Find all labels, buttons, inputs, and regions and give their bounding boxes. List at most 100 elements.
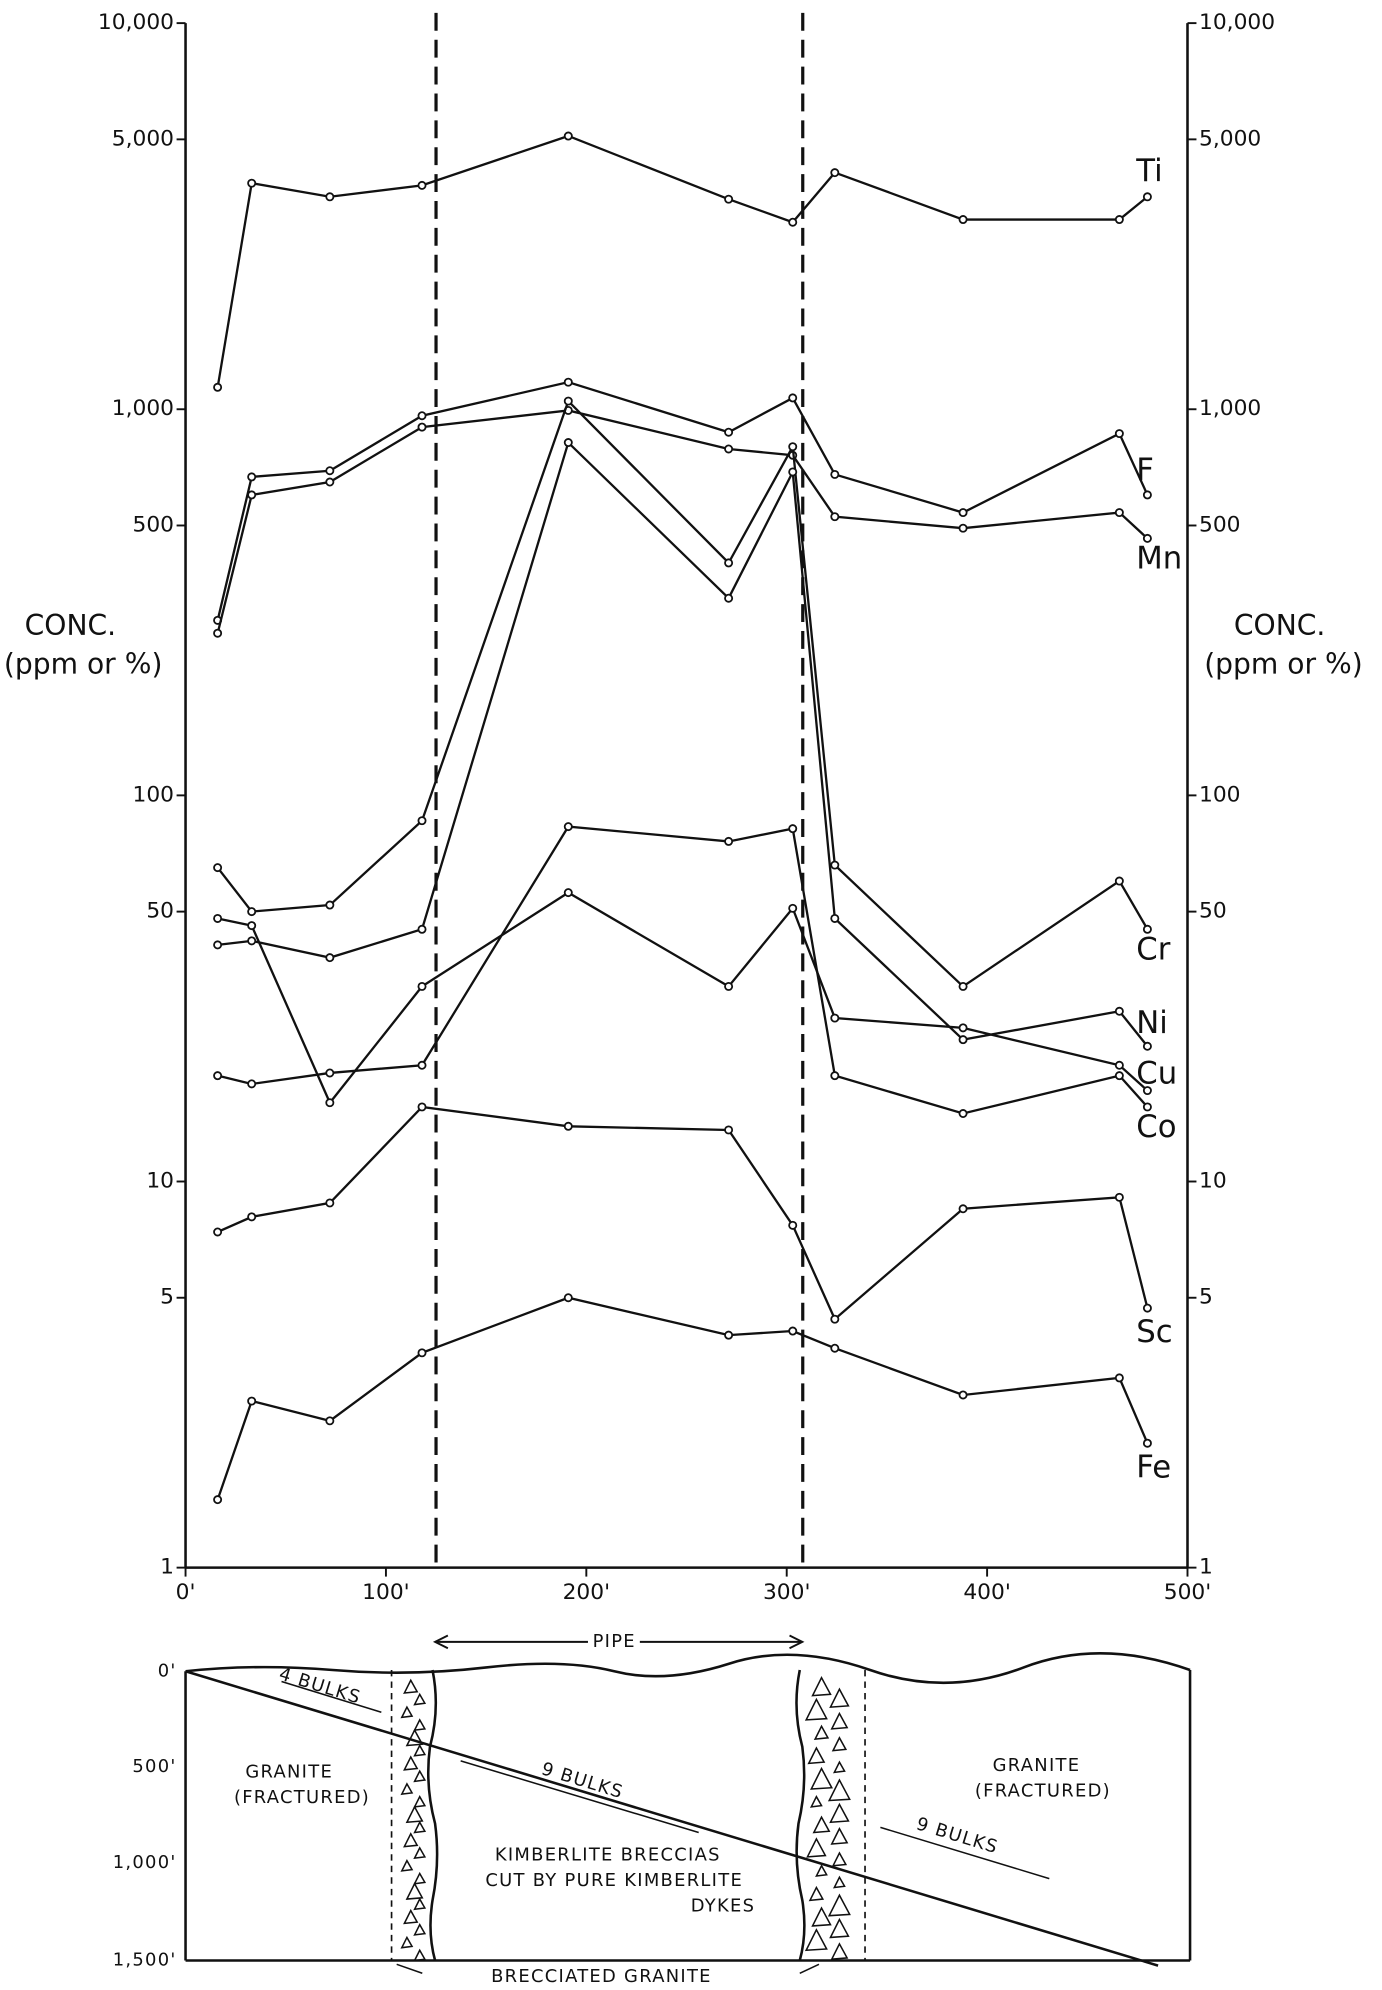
pipe-label: PIPE (593, 1631, 636, 1652)
data-point (247, 921, 257, 931)
data-point (1114, 215, 1124, 224)
pipe-contact (426, 1669, 439, 1961)
data-point (417, 1348, 427, 1358)
fragment (806, 1837, 827, 1858)
data-point (724, 981, 734, 991)
data-point (958, 1204, 968, 1214)
data-point (724, 194, 734, 204)
fragment (811, 1676, 832, 1697)
data-point (788, 393, 798, 403)
surface (185, 1652, 1191, 1685)
data-point (325, 1098, 335, 1108)
fragment (400, 1859, 414, 1872)
pipe-contact (795, 1669, 806, 1961)
data-point (1114, 1373, 1124, 1383)
y-tick-label: 1 (160, 1555, 174, 1580)
data-point (213, 1071, 223, 1081)
data-point (325, 466, 335, 476)
data-point (563, 131, 573, 141)
data-point (1142, 490, 1152, 500)
arrowhead (432, 1634, 805, 1650)
data-point (417, 1060, 427, 1070)
data-point (724, 1125, 734, 1135)
data-point (958, 1023, 968, 1033)
rock-label: DYKES (691, 1896, 756, 1917)
fragment (829, 1917, 850, 1939)
y2-tick-label: 5,000 (1199, 126, 1261, 151)
fragment (830, 1711, 849, 1730)
data-point (830, 1013, 840, 1023)
fragment (811, 1906, 832, 1927)
series-label: Cr (1136, 932, 1170, 968)
fragment (400, 1705, 414, 1719)
x-tick-label: 200' (563, 1580, 611, 1605)
data-point (1142, 192, 1152, 202)
depth-label: 1,500' (113, 1949, 177, 1970)
data-point (830, 860, 840, 870)
data-point (417, 981, 427, 991)
fragment (403, 1908, 419, 1925)
x-tick-label: 400' (963, 1580, 1011, 1605)
data-point (830, 913, 840, 923)
fragment (405, 1805, 424, 1824)
data-point (213, 863, 223, 873)
data-point (724, 444, 734, 454)
depth-label: 500' (132, 1756, 176, 1777)
series-label: Sc (1136, 1314, 1172, 1350)
data-point (417, 816, 427, 826)
data-point (1114, 876, 1124, 886)
data-point (325, 192, 335, 202)
fragment (813, 1724, 830, 1741)
data-point (1142, 1041, 1152, 1051)
bulk-arrow (460, 1760, 699, 1834)
data-point (830, 1343, 840, 1353)
rock-label: (FRACTURED) (975, 1781, 1111, 1802)
data-point (1114, 1192, 1124, 1202)
data-point (213, 1495, 223, 1505)
fragment (413, 1795, 427, 1808)
y2-tick-label: 100 (1199, 782, 1241, 807)
fragment (413, 1846, 427, 1860)
data-point (247, 907, 257, 917)
data-point (247, 490, 257, 500)
data-point (1142, 1102, 1152, 1112)
fragment (832, 1760, 846, 1774)
data-point (1114, 1006, 1124, 1016)
y2-tick-label: 10 (1199, 1169, 1227, 1194)
series-label: Fe (1136, 1449, 1171, 1485)
data-point (788, 903, 798, 913)
fragment (413, 1897, 427, 1911)
rock-label: (FRACTURED) (234, 1787, 370, 1808)
data-point (563, 822, 573, 832)
data-point (325, 1416, 335, 1426)
fragment (827, 1778, 851, 1802)
data-point (563, 1121, 573, 1131)
series-label: Cu (1136, 1056, 1177, 1092)
data-point (563, 1293, 573, 1303)
data-point (788, 442, 798, 452)
x-tick-label: 500' (1164, 1580, 1212, 1605)
fragment (405, 1728, 424, 1747)
data-point (724, 836, 734, 846)
fragment (832, 1875, 846, 1889)
data-point (213, 628, 223, 638)
fragment (413, 1871, 427, 1885)
data-point (830, 469, 840, 479)
data-point (417, 924, 427, 934)
depth-label: 1,000' (113, 1852, 177, 1873)
fragment (413, 1820, 427, 1834)
data-point (1114, 429, 1124, 439)
data-point (247, 1396, 257, 1406)
fragment (403, 1678, 419, 1694)
fragment (413, 1718, 427, 1732)
series-label: Ni (1136, 1005, 1168, 1041)
data-point (417, 1102, 427, 1112)
data-point (958, 1035, 968, 1045)
data-point (788, 1326, 798, 1336)
fragment (413, 1769, 427, 1783)
data-point (1142, 924, 1152, 934)
rock-label: GRANITE (245, 1761, 333, 1782)
rock-label: CUT BY PURE KIMBERLITE (485, 1870, 743, 1891)
y-axis-title: (ppm or %) (4, 647, 163, 680)
